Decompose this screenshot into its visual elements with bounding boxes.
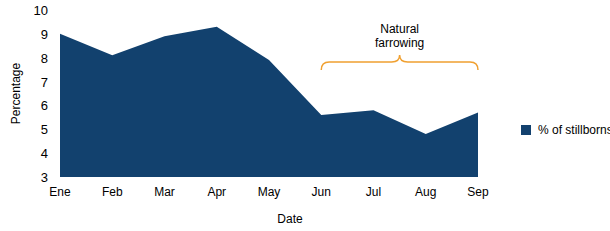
x-tick-label: Mar [154, 185, 175, 199]
legend-swatch [521, 125, 531, 135]
y-tick-label: 4 [41, 146, 48, 161]
x-tick-label: Feb [102, 185, 123, 199]
y-tick-label: 7 [41, 75, 48, 90]
annotation-line: Natural [380, 22, 419, 36]
legend-label: % of stillborns [538, 123, 610, 137]
x-axis-title: Date [277, 212, 303, 226]
y-axis-title: Percentage [9, 62, 23, 124]
area [60, 27, 478, 177]
y-tick-label: 5 [41, 122, 48, 137]
annotation-line: farrowing [375, 36, 424, 50]
y-tick-label: 10 [34, 3, 48, 18]
annotation-text: Naturalfarrowing [375, 22, 424, 50]
x-tick-label: Sep [467, 185, 489, 199]
chart: 3 4 5 6 7 8 9 10 Ene Feb Mar Apr May Jun Jul Aug Sep Date… [0, 0, 610, 231]
x-tick-label: Jul [366, 185, 381, 199]
y-tick-label: 6 [41, 98, 48, 113]
x-tick-label: Apr [207, 185, 226, 199]
x-tick-label: May [258, 185, 281, 199]
x-tick-label: Ene [49, 185, 71, 199]
y-tick-label: 9 [41, 27, 48, 42]
y-tick-label: 8 [41, 51, 48, 66]
y-tick-label: 3 [41, 170, 48, 185]
plot-area [60, 27, 478, 177]
x-tick-label: Jun [312, 185, 331, 199]
annotation-brace [321, 55, 478, 70]
x-tick-label: Aug [415, 185, 436, 199]
